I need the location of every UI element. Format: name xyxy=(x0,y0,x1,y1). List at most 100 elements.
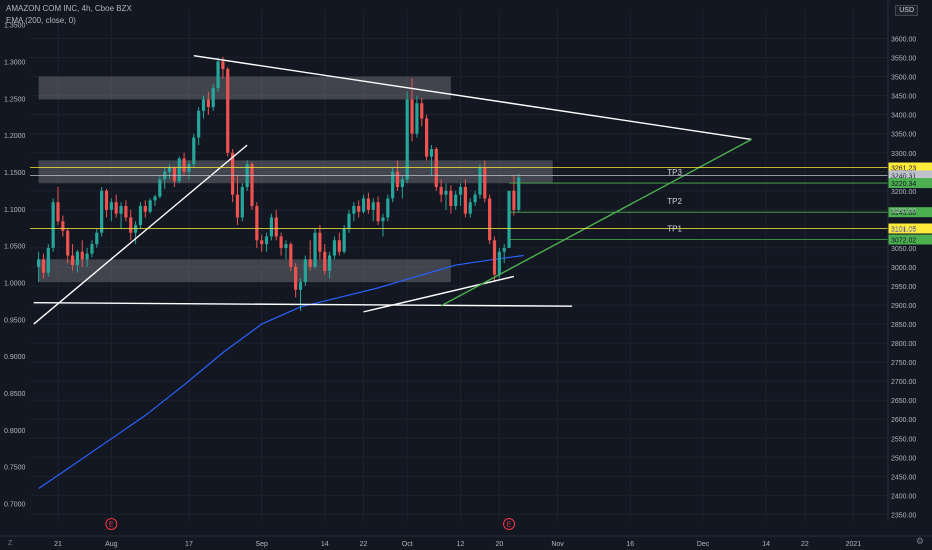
candle-body xyxy=(221,61,225,70)
candle-body xyxy=(381,217,385,222)
currency-badge[interactable]: USD xyxy=(895,5,918,16)
candle-body xyxy=(90,244,94,254)
candle-body xyxy=(371,202,375,210)
candle-body xyxy=(85,253,89,260)
level-price-label: 3261.23 xyxy=(891,166,916,173)
trendlines xyxy=(33,54,752,325)
gear-icon[interactable]: ⚙ xyxy=(915,536,924,546)
left-tick-label: 0.7000 xyxy=(4,502,26,509)
right-tick-label: 3050.00 xyxy=(891,246,916,253)
right-tick-label: 2450.00 xyxy=(891,474,916,481)
right-tick-label: 3300.00 xyxy=(891,151,916,158)
candle-body xyxy=(100,190,104,233)
time-tick-label: 2021 xyxy=(846,541,862,548)
candle-body xyxy=(512,190,516,210)
candle-body xyxy=(439,187,443,195)
candle-body xyxy=(303,259,307,283)
candle-body xyxy=(376,202,380,222)
left-tick-label: 1.1000 xyxy=(4,207,26,214)
left-tick-label: 0.7500 xyxy=(4,465,26,472)
target-label: TP3 xyxy=(667,168,682,177)
right-tick-label: 2850.00 xyxy=(891,322,916,329)
candle-body xyxy=(463,187,467,214)
candle-body xyxy=(119,206,123,214)
candle-body xyxy=(61,221,65,231)
earnings-marker xyxy=(503,518,516,530)
time-tick-label: Dec xyxy=(697,541,710,548)
candle-body xyxy=(206,99,210,108)
candle-body xyxy=(80,251,84,260)
left-tick-label: 0.8500 xyxy=(4,391,26,398)
right-tick-label: 3100.00 xyxy=(891,227,916,234)
candle-body xyxy=(192,137,196,165)
time-tick-label: Nov xyxy=(551,541,564,548)
right-tick-label: 2900.00 xyxy=(891,303,916,310)
left-tick-label: 1.2000 xyxy=(4,133,26,140)
candle-body xyxy=(41,259,46,273)
candle-body xyxy=(458,187,463,195)
candle-body xyxy=(323,251,327,271)
candle-body xyxy=(211,88,215,108)
zoom-label[interactable]: Z xyxy=(8,540,13,547)
left-tick-label: 1.0500 xyxy=(4,244,26,251)
candle-body xyxy=(284,244,288,248)
candle-body xyxy=(104,190,109,210)
level-price-pad xyxy=(888,223,932,234)
candle-body xyxy=(410,99,414,134)
right-tick-label: 2350.00 xyxy=(891,512,916,519)
candle-body xyxy=(352,206,356,214)
indicator-legend[interactable]: EMA (200, close, 0) xyxy=(6,16,76,25)
candle-body xyxy=(425,118,429,157)
candle-body xyxy=(138,206,143,226)
time-axis[interactable]: 21 Aug 17 Sep 14 22 Oct 12 20 Nov 16 Dec 14 22 2021 xyxy=(0,535,932,548)
candle-body xyxy=(444,190,448,195)
candle-body xyxy=(240,187,244,218)
time-tick-label: 22 xyxy=(360,541,368,548)
candle-body xyxy=(148,200,152,212)
right-tick-label: 3150.00 xyxy=(891,208,916,215)
target-price-pad xyxy=(888,178,932,189)
candle-body xyxy=(502,247,506,252)
candle-body xyxy=(507,190,511,248)
candle-body xyxy=(361,198,366,212)
candle-body xyxy=(332,240,337,256)
candle-body xyxy=(143,206,147,212)
candle-body xyxy=(366,198,370,210)
right-tick-label: 2750.00 xyxy=(891,360,916,367)
target-price-label: 3143.88 xyxy=(891,210,916,217)
candle-body xyxy=(328,255,332,271)
right-tick-label: 3600.00 xyxy=(891,37,916,44)
candle-body xyxy=(313,232,317,267)
candle-body xyxy=(153,196,157,201)
trendline xyxy=(33,302,573,307)
target-label: TP2 xyxy=(667,197,682,206)
left-tick-label: 1.1500 xyxy=(4,170,26,177)
left-price-axis[interactable]: 1.3500 1.3000 1.2500 1.2000 1.1500 1.1000 1.05… xyxy=(4,23,26,509)
left-tick-label: 0.8000 xyxy=(4,428,26,435)
candle-body xyxy=(264,236,269,245)
trendline xyxy=(193,54,752,141)
level-price-pad xyxy=(888,162,932,173)
right-tick-label: 3550.00 xyxy=(891,56,916,63)
candle-body xyxy=(109,202,113,210)
candle-body xyxy=(250,164,254,207)
candle-body xyxy=(395,171,400,188)
time-tick-label: 17 xyxy=(185,541,193,548)
candle-body xyxy=(483,167,487,199)
target-price-pad xyxy=(888,207,932,218)
candle-body xyxy=(429,148,434,157)
candle-body xyxy=(167,167,172,172)
time-tick-label: Aug xyxy=(105,541,118,548)
candle-body xyxy=(255,206,259,241)
ema-200-line xyxy=(38,254,524,489)
right-tick-label: 3200.00 xyxy=(891,189,916,196)
right-price-axis[interactable]: 3600.00 3550.00 3500.00 3450.00 3400.00 3350.… xyxy=(887,0,916,522)
candle-body xyxy=(294,266,298,290)
candle-body xyxy=(51,202,55,248)
candle-body xyxy=(337,240,341,252)
candle-body xyxy=(347,213,351,229)
right-tick-label: 2700.00 xyxy=(891,379,916,386)
candle-body xyxy=(201,99,206,111)
